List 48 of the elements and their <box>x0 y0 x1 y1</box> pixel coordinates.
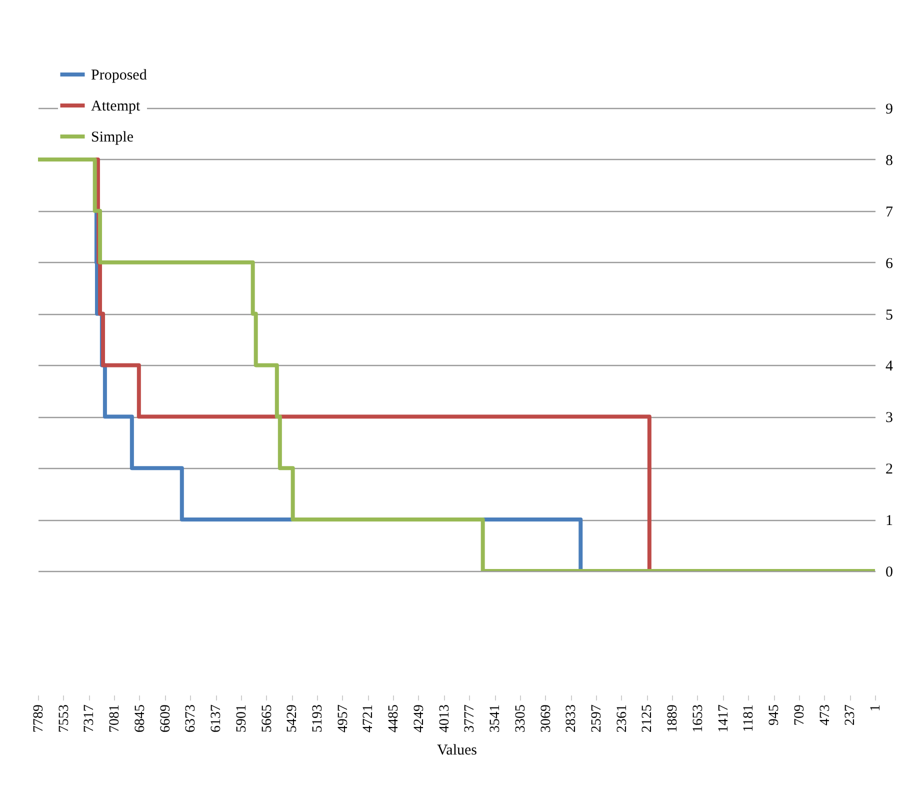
x-tick-label: 709 <box>792 704 808 726</box>
x-tick-label: 1181 <box>742 704 757 732</box>
x-tick-label: 4249 <box>412 704 427 732</box>
y2-tick-label: 2 <box>886 462 893 478</box>
y2-tick-label: 9 <box>886 102 893 118</box>
x-tick-label: 5193 <box>310 704 326 732</box>
x-tick-label: 6609 <box>158 704 174 732</box>
x-tick-label: 7553 <box>56 704 72 732</box>
x-tick-label: 945 <box>767 704 782 726</box>
x-tick-label: 5665 <box>260 704 275 732</box>
x-tick-label: 2833 <box>564 704 580 732</box>
x-tick-label: 1653 <box>690 704 706 732</box>
x-tick-label: 4957 <box>336 704 351 732</box>
x-axis-title: Values <box>437 742 478 758</box>
x-tick-label: 7081 <box>108 704 123 732</box>
x-tick-label: 473 <box>818 704 833 726</box>
y2-tick-label: 5 <box>886 307 893 324</box>
y2-tick-label: 3 <box>886 410 893 426</box>
x-tick-label: 3777 <box>462 704 478 732</box>
legend-label: Proposed <box>91 68 148 84</box>
x-tick-label: 3541 <box>488 704 504 732</box>
y2-tick-label: 1 <box>886 513 893 530</box>
x-tick-label: 5429 <box>285 704 300 732</box>
x-tick-label: 3305 <box>513 704 528 732</box>
x-tick-label: 2361 <box>614 704 630 732</box>
x-tick-label: 6845 <box>132 704 148 732</box>
x-tick-label: 2597 <box>590 704 604 732</box>
x-tick-label: 4721 <box>361 704 376 732</box>
y2-tick-label: 0 <box>886 564 893 580</box>
y2-tick-label: 8 <box>886 152 893 169</box>
x-tick-label: 7789 <box>32 704 46 732</box>
x-tick-label: 1417 <box>716 704 732 732</box>
x-tick-label: 4485 <box>386 704 402 732</box>
y2-tick-label: 4 <box>886 358 894 375</box>
x-tick-label: 2125 <box>640 704 656 732</box>
x-tick-label: 3069 <box>538 704 554 732</box>
x-tick-label: 1889 <box>666 704 681 732</box>
y2-tick-label: 6 <box>886 256 894 272</box>
x-tick-label: 6373 <box>184 704 199 732</box>
x-tick-label: 6137 <box>209 704 224 732</box>
legend-label: Attempt <box>91 98 141 114</box>
x-tick-label: 1 <box>868 704 884 712</box>
legend-label: Simple <box>91 130 134 146</box>
x-tick-label: 7317 <box>82 704 98 732</box>
x-tick-label: 5901 <box>234 704 250 732</box>
x-tick-label: 4013 <box>437 704 452 732</box>
y2-tick-label: 7 <box>886 204 894 220</box>
x-tick-label: 237 <box>843 704 858 726</box>
